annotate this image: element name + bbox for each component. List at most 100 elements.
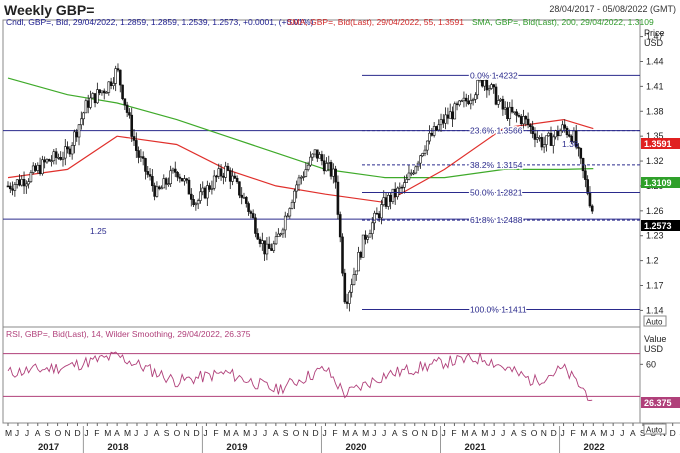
month-tick-label: F — [451, 428, 456, 438]
support-label: 1.25 — [90, 226, 107, 236]
candle-body — [228, 170, 232, 182]
candle-body — [359, 251, 363, 258]
candle-body — [84, 100, 88, 114]
candle-body — [240, 194, 243, 198]
rsi-axis-unit: USD — [644, 344, 664, 354]
candle-body — [444, 114, 447, 124]
price-tick-label: 1.47 — [646, 32, 664, 42]
candle-body — [118, 69, 122, 86]
candle-body — [373, 212, 376, 224]
candle-body — [125, 104, 129, 113]
month-tick-label: D — [551, 428, 557, 438]
candle-body — [453, 103, 457, 120]
candle-body — [551, 136, 555, 146]
month-tick-label: M — [461, 428, 468, 438]
fib-level-label: 50.0% 1.2821 — [470, 188, 523, 198]
month-tick-label: J — [203, 428, 207, 438]
month-tick-label: S — [164, 428, 170, 438]
month-tick-label: J — [382, 428, 386, 438]
candle-body — [368, 233, 372, 238]
fib-level-label: 23.6% 1.3566 — [470, 126, 523, 136]
month-tick-label: A — [471, 428, 477, 438]
price-auto-button[interactable] — [643, 315, 667, 327]
candle-body — [464, 97, 468, 102]
candle-body — [370, 222, 374, 234]
candle-body — [348, 291, 351, 304]
candle-body — [295, 184, 298, 192]
month-tick-label: J — [501, 428, 505, 438]
candle-body — [267, 243, 271, 249]
candle-body — [112, 83, 115, 87]
price-tick-label: 1.17 — [646, 281, 664, 291]
candle-body — [222, 175, 225, 178]
candle-body — [6, 185, 10, 188]
candle-body — [405, 179, 408, 183]
candle-body — [210, 187, 214, 190]
candle-body — [494, 86, 498, 105]
candle-body — [533, 133, 537, 140]
candle-body — [57, 157, 60, 159]
candle-body — [219, 168, 223, 177]
candle-body — [263, 240, 266, 255]
rsi-tick-label: 60 — [646, 359, 656, 369]
month-tick-label: M — [5, 428, 12, 438]
month-tick-label: M — [600, 428, 607, 438]
candle-body — [515, 111, 518, 116]
candle-body — [279, 233, 282, 236]
candle-body — [160, 187, 163, 190]
rsi-layer — [3, 351, 640, 401]
sma55-layer — [7, 118, 594, 204]
candle-body — [329, 162, 333, 177]
candle-body — [277, 233, 280, 238]
candle-body — [526, 118, 530, 126]
candle-body — [139, 156, 143, 158]
candle-body — [63, 146, 67, 159]
candle-body — [309, 156, 312, 166]
candle-body — [487, 88, 491, 91]
rsi-auto-button[interactable] — [643, 423, 667, 435]
candle-body — [148, 174, 152, 177]
month-tick-label: D — [313, 428, 319, 438]
chart-title: Weekly GBP= — [4, 2, 95, 18]
month-tick-label: S — [521, 428, 527, 438]
candle-body — [579, 148, 583, 159]
candle-layer — [6, 63, 594, 312]
candle-body — [270, 248, 273, 251]
month-tick-label: J — [263, 428, 267, 438]
month-tick-label: J — [442, 428, 446, 438]
month-tick-label: M — [580, 428, 587, 438]
candle-body — [254, 217, 257, 234]
rsi-line — [7, 351, 593, 401]
month-tick-label: M — [362, 428, 369, 438]
candle-body — [132, 136, 136, 141]
candle-body — [414, 166, 418, 174]
sma55-price-tag-text: 1.3591 — [644, 139, 672, 149]
rsi-axis-title: Value — [644, 334, 666, 344]
last-price-tag — [641, 220, 680, 231]
candle-body — [194, 203, 198, 206]
candle-body — [304, 169, 308, 177]
month-tick-label: A — [114, 428, 120, 438]
candle-body — [11, 188, 14, 191]
candle-body — [224, 165, 227, 178]
year-label: 2022 — [584, 442, 605, 453]
price-auto-label: Auto — [646, 318, 663, 327]
candle-body — [522, 115, 525, 125]
date-range: 28/04/2017 - 05/08/2022 (GMT) — [549, 4, 676, 14]
sma200-legend: SMA, GBP=, Bid(Last), 200, 29/04/2022, 1… — [472, 17, 654, 27]
candle-body — [70, 145, 74, 155]
candle-body — [535, 137, 539, 140]
candle-body — [128, 112, 131, 116]
candle-body — [338, 214, 342, 238]
sma55-line — [7, 118, 594, 204]
candle-body — [50, 160, 53, 163]
candle-body — [176, 172, 179, 178]
month-tick-label: F — [332, 428, 337, 438]
month-tick-label: M — [243, 428, 250, 438]
month-tick-label: M — [481, 428, 488, 438]
candle-body — [109, 81, 113, 87]
month-tick-label: F — [94, 428, 99, 438]
price-tick-label: 1.35 — [646, 131, 664, 141]
candle-body — [155, 186, 159, 197]
